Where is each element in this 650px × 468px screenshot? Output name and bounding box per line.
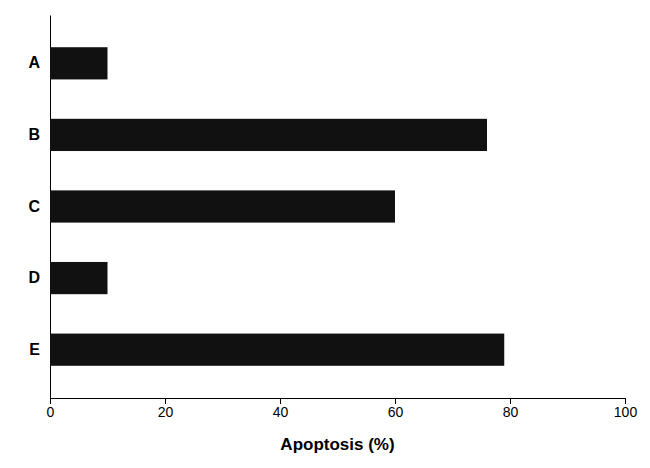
x-tick-label: 20 — [158, 404, 174, 420]
x-tick: 20 — [158, 398, 174, 420]
bar — [50, 190, 395, 222]
y-tick: D — [28, 269, 40, 286]
x-tick-label: 100 — [614, 404, 638, 420]
x-axis: 0 20 40 60 80 100 — [47, 398, 638, 420]
x-tick-label: 40 — [273, 404, 289, 420]
y-tick: C — [28, 198, 40, 215]
y-tick-label: B — [28, 126, 40, 143]
y-tick: E — [29, 341, 40, 358]
chart-container: 0 20 40 60 80 100 A B C D E Apoptosis (%) — [0, 0, 650, 468]
bar — [50, 334, 504, 366]
bars — [50, 47, 504, 366]
y-tick: B — [28, 126, 40, 143]
chart-svg: 0 20 40 60 80 100 A B C D E Apoptosis (%) — [0, 0, 650, 468]
x-tick-label: 0 — [47, 404, 55, 420]
x-tick: 80 — [503, 398, 519, 420]
y-axis: A B C D E — [28, 16, 50, 399]
bar — [50, 47, 108, 79]
x-tick-label: 80 — [503, 404, 519, 420]
y-tick: A — [28, 54, 40, 71]
y-tick-label: A — [28, 54, 40, 71]
y-tick-label: E — [29, 341, 40, 358]
bar — [50, 262, 108, 294]
y-tick-label: D — [28, 269, 40, 286]
x-tick: 0 — [47, 398, 55, 420]
y-tick-label: C — [28, 198, 40, 215]
x-tick: 60 — [388, 398, 404, 420]
x-axis-line — [51, 399, 626, 405]
bar — [50, 119, 487, 151]
x-tick: 100 — [614, 398, 638, 420]
plot-root: 0 20 40 60 80 100 A B C D E Apoptosis (%) — [28, 16, 637, 455]
x-axis-title: Apoptosis (%) — [280, 435, 394, 454]
x-tick-label: 60 — [388, 404, 404, 420]
x-tick: 40 — [273, 398, 289, 420]
